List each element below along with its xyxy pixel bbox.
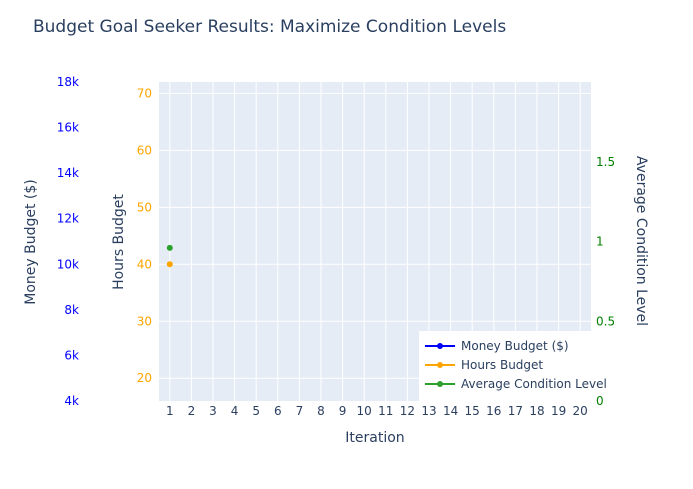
x-tick-label: 4 — [231, 404, 239, 418]
hours-tick-label: 60 — [137, 143, 152, 157]
x-tick-label: 11 — [378, 404, 393, 418]
x-tick-label: 1 — [166, 404, 174, 418]
x-tick-label: 13 — [421, 404, 436, 418]
money-tick-label: 6k — [64, 348, 79, 362]
condition-tick-label: 0.5 — [596, 314, 615, 328]
x-tick-label: 14 — [443, 404, 458, 418]
x-tick-label: 17 — [508, 404, 523, 418]
x-tick-label: 3 — [209, 404, 217, 418]
legend-item-label: Money Budget ($) — [461, 339, 569, 353]
hours-tick-label: 40 — [137, 257, 152, 271]
x-tick-label: 12 — [400, 404, 415, 418]
money-tick-label: 8k — [64, 303, 79, 317]
hours-tick-label: 30 — [137, 314, 152, 328]
hours-axis-ticks: 20 30 40 50 60 70 — [137, 86, 152, 385]
chart-title: Budget Goal Seeker Results: Maximize Con… — [33, 17, 506, 37]
x-tick-label: 19 — [551, 404, 566, 418]
x-tick-label: 15 — [465, 404, 480, 418]
condition-tick-label: 1.5 — [596, 155, 615, 169]
x-tick-label: 9 — [339, 404, 347, 418]
legend-swatch-marker — [437, 343, 443, 349]
x-tick-label: 5 — [252, 404, 260, 418]
x-tick-label: 18 — [529, 404, 544, 418]
condition-axis-ticks: 0 0.5 1 1.5 — [596, 155, 615, 408]
legend-swatch-marker — [437, 381, 443, 387]
legend-item-label: Hours Budget — [461, 358, 543, 372]
money-tick-label: 16k — [57, 121, 79, 135]
condition-tick-label: 1 — [596, 235, 604, 249]
x-tick-label: 10 — [357, 404, 372, 418]
legend-swatch-marker — [437, 362, 443, 368]
data-marks — [166, 244, 173, 268]
money-tick-label: 18k — [57, 75, 79, 89]
x-tick-label: 16 — [486, 404, 501, 418]
condition-tick-label: 0 — [596, 394, 604, 408]
data-point — [166, 244, 173, 251]
x-axis-ticks: 1 2 3 4 5 6 7 8 9 10 11 12 13 14 15 16 17 18 19 20 — [166, 404, 588, 418]
data-point — [166, 261, 173, 268]
x-tick-label: 8 — [317, 404, 325, 418]
legend-item-label: Average Condition Level — [461, 377, 607, 391]
money-tick-label: 4k — [64, 394, 79, 408]
x-tick-label: 6 — [274, 404, 282, 418]
x-tick-label: 20 — [573, 404, 588, 418]
hours-tick-label: 70 — [137, 86, 152, 100]
legend[interactable]: Money Budget ($) Hours Budget Average Cond… — [419, 331, 607, 401]
hours-tick-label: 20 — [137, 371, 152, 385]
hours-tick-label: 50 — [137, 200, 152, 214]
money-tick-label: 14k — [57, 166, 79, 180]
money-tick-label: 12k — [57, 212, 79, 226]
x-tick-label: 2 — [188, 404, 196, 418]
condition-axis-label: Average Condition Level — [633, 156, 649, 326]
money-tick-label: 10k — [57, 257, 79, 271]
hours-axis-label: Hours Budget — [111, 194, 127, 290]
money-axis-label: Money Budget ($) — [23, 179, 39, 305]
money-axis-ticks: 4k 6k 8k 10k 12k 14k 16k 18k — [57, 75, 79, 408]
x-axis-label: Iteration — [345, 430, 404, 446]
x-tick-label: 7 — [296, 404, 304, 418]
